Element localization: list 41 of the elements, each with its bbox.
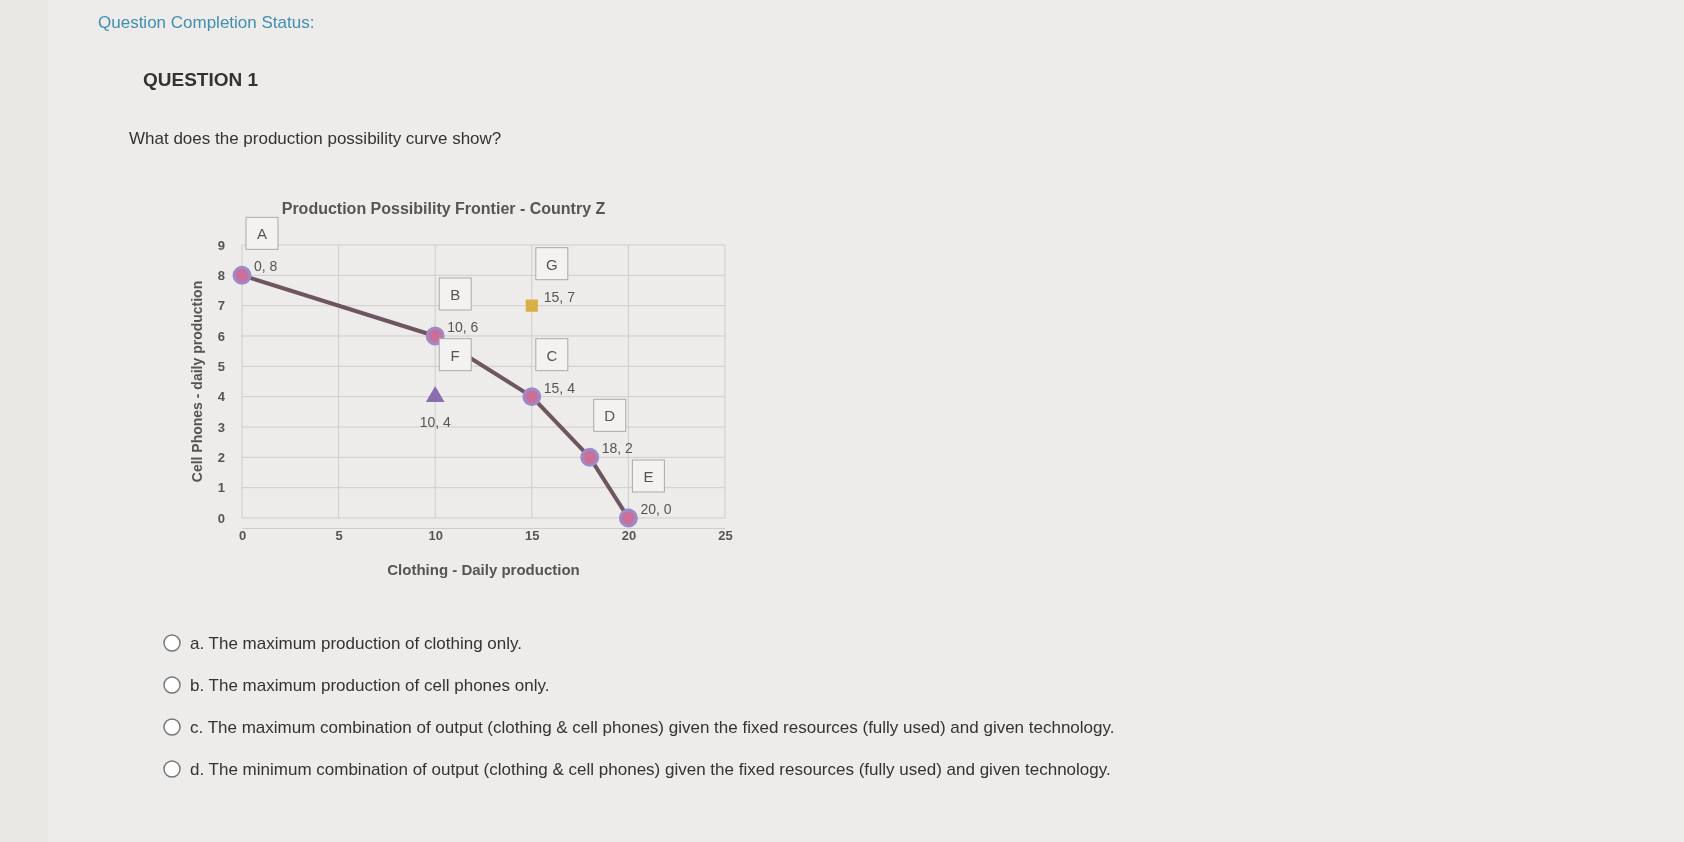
- text: Question Completion Status:: [98, 13, 315, 32]
- y-axis-title: Cell Phones - daily production: [189, 280, 205, 483]
- annotation: E: [643, 468, 654, 485]
- data-label: 0, 8: [254, 258, 278, 275]
- y-tick-label: 2: [217, 449, 225, 465]
- data-label: 18, 2: [601, 440, 634, 457]
- x-tick-label: 0: [238, 528, 247, 544]
- data-label: 20, 0: [640, 501, 672, 517]
- y-tick-label: 3: [217, 419, 225, 435]
- y-tick-label: 6: [217, 328, 225, 344]
- y-tick-label: 5: [217, 358, 225, 374]
- x-tick-label: 10: [428, 528, 443, 544]
- y-tick-label: 4: [217, 389, 226, 405]
- x-tick-label: 15: [525, 528, 540, 544]
- annotation: G: [545, 255, 558, 273]
- y-tick-label: 0: [217, 510, 225, 526]
- text: d. The minimum combination of output (clothing & cell phones) given the fixed resources (fully used) and given technology.: [190, 760, 1111, 779]
- text: c. The maximum combination of output (clothing & cell phones) given the fixed resources (fully used) and given technology.: [190, 718, 1115, 737]
- data-label: 15, 7: [543, 288, 576, 305]
- text: QUESTION 1: [143, 69, 259, 90]
- y-tick-label: 7: [217, 298, 225, 314]
- annotation: C: [546, 346, 558, 364]
- data-label: 10, 6: [447, 319, 479, 335]
- annotation: F: [450, 346, 460, 364]
- x-axis-title: Clothing - Daily production: [387, 561, 580, 578]
- text: b. The maximum production of cell phones only.: [190, 676, 550, 695]
- annotation: A: [256, 225, 268, 243]
- point: [525, 299, 538, 312]
- x-tick-label: 25: [718, 528, 733, 544]
- x-tick-label: 20: [621, 528, 637, 544]
- x-tick-label: 5: [335, 528, 343, 544]
- y-tick-label: 1: [217, 480, 225, 496]
- text: What does the production possibility curve show?: [129, 129, 502, 148]
- annotation: D: [604, 407, 616, 425]
- text: a. The maximum production of clothing only.: [190, 634, 522, 653]
- annotation: B: [450, 286, 461, 303]
- y-tick-label: 9: [217, 237, 225, 253]
- data-label: 15, 4: [543, 379, 576, 396]
- chart-title: Production Possibility Frontier - Country Z: [281, 200, 606, 217]
- y-tick-label: 8: [217, 267, 225, 283]
- data-label: 10, 4: [419, 413, 451, 430]
